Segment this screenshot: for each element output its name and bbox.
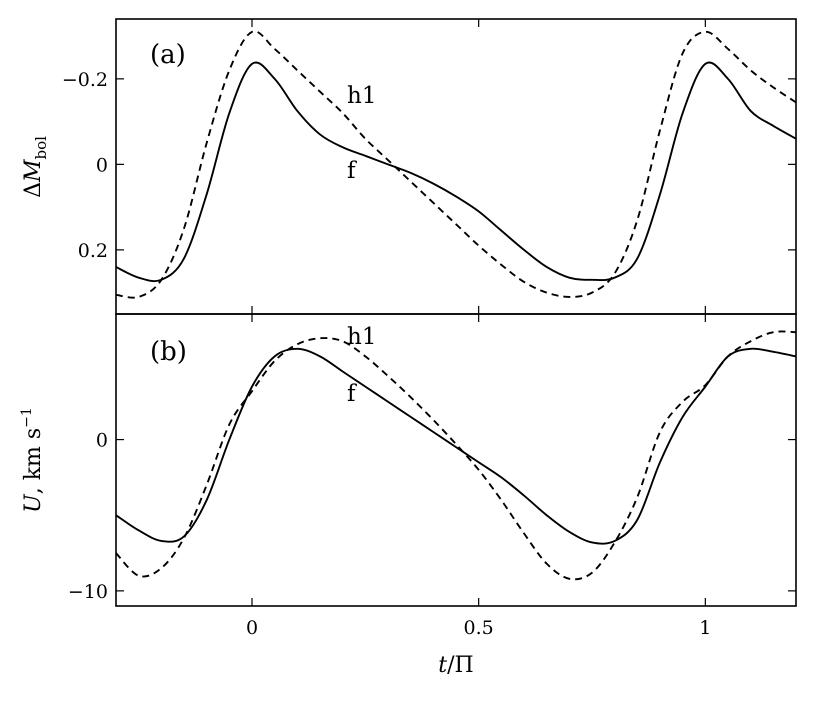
panel-b: 0 −10 0 0.5 1 (b) h1 f U, km s−1 t/Π (19, 313, 797, 678)
plot-frame (115, 18, 797, 315)
x-tick-label: 0 (246, 617, 258, 639)
y-tick-label: −10 (68, 581, 108, 603)
curve-label-h1: h1 (347, 324, 376, 350)
series-f-line (116, 347, 796, 545)
y-tick-label: −0.2 (62, 69, 108, 91)
panel-label: (b) (150, 337, 187, 367)
series-f-line (116, 61, 796, 283)
curve-label-f: f (347, 158, 357, 184)
curve-label-h1: h1 (347, 83, 376, 109)
plot-frame (115, 313, 797, 607)
y-tick-label: 0 (96, 154, 108, 176)
y-tick-label: 0.2 (78, 240, 108, 262)
y-axis-label: ΔMbol (21, 136, 50, 198)
x-tick-label: 1 (699, 617, 711, 639)
series-h1-line (116, 30, 796, 299)
panel-a: −0.2 0 0.2 (a) h1 f ΔMbol (21, 18, 797, 315)
panel-label: (a) (150, 40, 186, 70)
curve-label-f: f (347, 381, 357, 407)
series-h1-line (116, 330, 796, 581)
y-axis-label: U, km s−1 (19, 407, 46, 513)
y-tick-label: 0 (96, 430, 108, 452)
x-tick-label: 0.5 (464, 617, 494, 639)
x-axis-label: t/Π (438, 653, 473, 678)
